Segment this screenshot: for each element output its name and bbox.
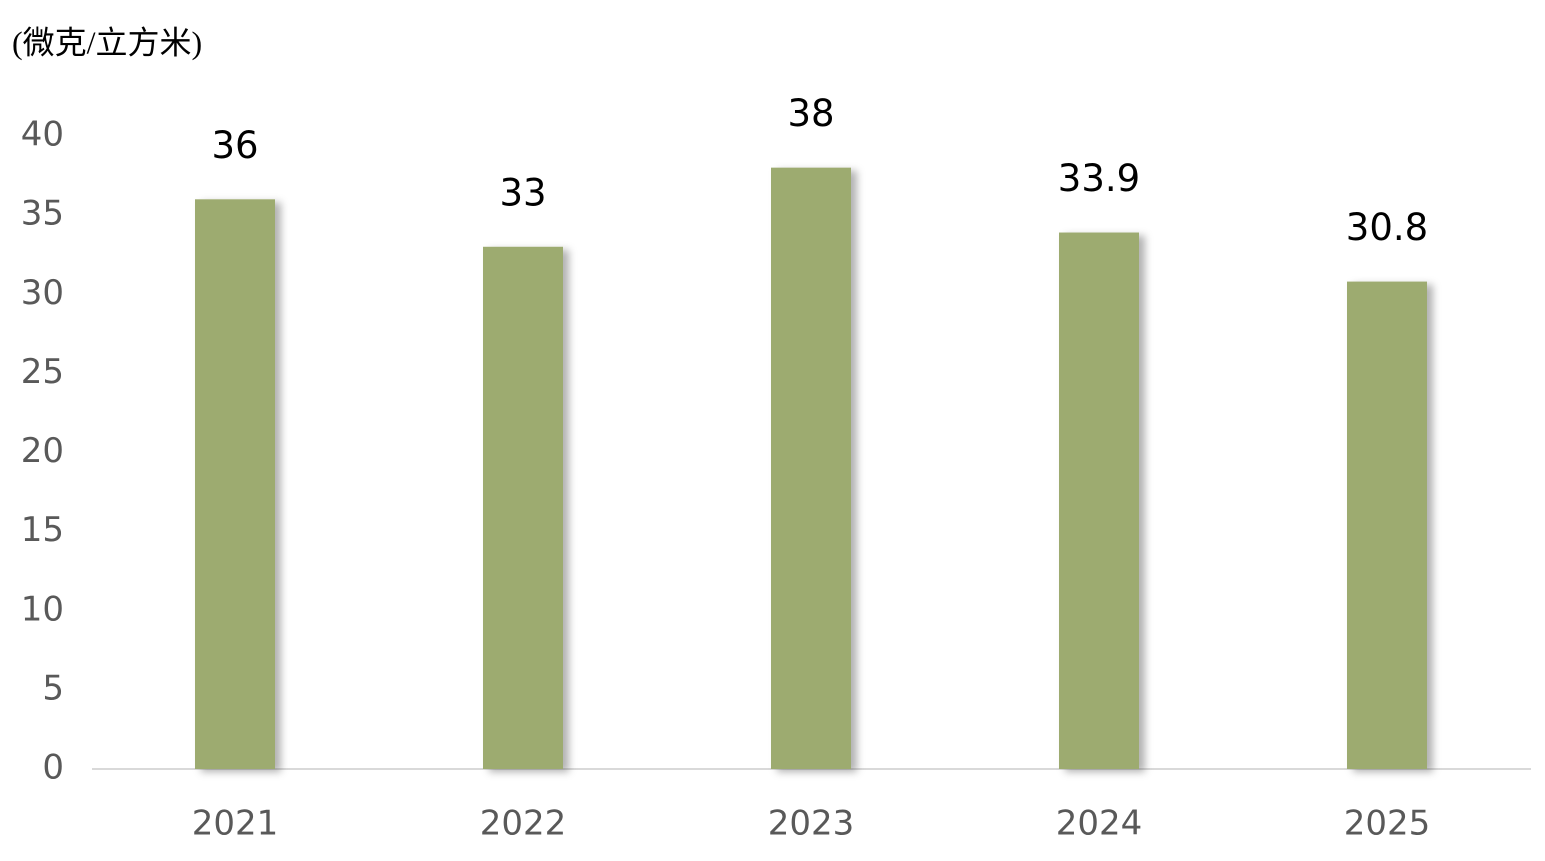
- x-tick-label: 2025: [1344, 804, 1431, 844]
- bar: [1059, 232, 1139, 770]
- value-label: 33: [499, 171, 546, 214]
- value-label: 30.8: [1346, 206, 1428, 249]
- value-label: 36: [211, 124, 258, 167]
- bar: [771, 167, 851, 769]
- y-tick-label: 5: [42, 668, 64, 708]
- y-axis-label: (微克/立方米): [12, 24, 202, 60]
- bar: [1347, 281, 1427, 769]
- bar: [483, 246, 563, 769]
- value-label: 38: [787, 92, 834, 135]
- y-tick-label: 0: [42, 748, 64, 788]
- y-tick-label: 20: [21, 431, 64, 471]
- x-tick-label: 2022: [480, 804, 567, 844]
- bar: [195, 199, 275, 770]
- x-tick-label: 2023: [768, 804, 855, 844]
- value-label: 33.9: [1058, 157, 1140, 200]
- y-tick-label: 25: [21, 352, 64, 392]
- y-tick-label: 10: [21, 589, 64, 629]
- x-tick-label: 2021: [192, 804, 279, 844]
- x-tick-label: 2024: [1056, 804, 1143, 844]
- y-tick-label: 40: [21, 115, 64, 155]
- y-tick-label: 35: [21, 194, 64, 234]
- y-tick-label: 30: [21, 273, 64, 313]
- y-tick-label: 15: [21, 510, 64, 550]
